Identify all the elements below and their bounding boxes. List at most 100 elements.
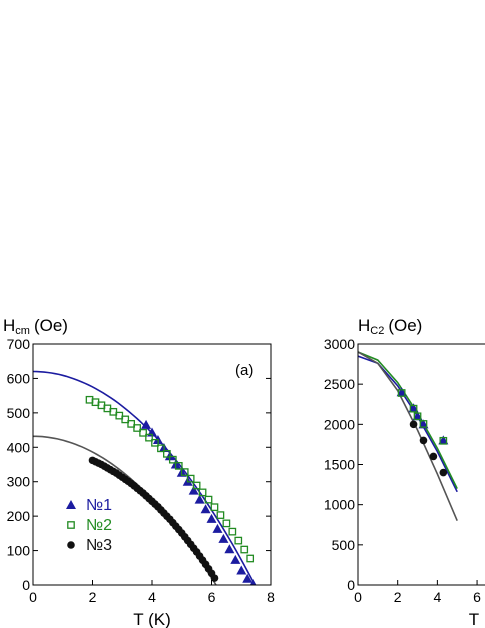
data-point: [396, 387, 407, 397]
chart-b-ylabel-main: H: [358, 316, 370, 335]
y-tick-label: 1500: [324, 457, 355, 473]
data-point: [409, 420, 418, 429]
y-tick-label: 100: [7, 543, 31, 559]
data-point: [397, 389, 406, 397]
fit-curve: [358, 351, 458, 522]
data-point: [151, 438, 159, 447]
y-tick-label: 3000: [324, 336, 355, 352]
data-point: [439, 468, 448, 477]
data-point: [242, 573, 253, 583]
x-tick-label: 0: [354, 589, 362, 605]
data-point: [210, 503, 219, 512]
data-point: [216, 511, 225, 519]
data-point: [409, 404, 418, 413]
y-tick-label: 400: [7, 439, 31, 455]
x-tick-label: 6: [473, 589, 481, 605]
data-point: [186, 474, 195, 483]
data-point: [210, 574, 219, 582]
data-point: [249, 578, 257, 585]
svg-text:HC2(Oe): HC2 (Oe): [358, 316, 422, 337]
legend-marker: [66, 500, 76, 509]
data-point: [180, 468, 189, 476]
y-tick-label: 500: [332, 537, 356, 553]
y-tick-label: 700: [7, 336, 31, 352]
chart-a-ylabel: Hcm (Oe): [3, 316, 68, 337]
legend-label: №3: [86, 537, 112, 554]
data-point: [240, 545, 249, 554]
y-tick-label: 1000: [324, 497, 355, 513]
data-point: [246, 554, 255, 563]
data-point: [198, 488, 207, 497]
data-point: [157, 444, 165, 453]
legend-label: №1: [86, 497, 112, 514]
data-point: [236, 565, 247, 575]
chart-b-ylabel-unit: (Oe): [388, 316, 422, 335]
data-point: [206, 513, 217, 523]
y-tick-label: 0: [347, 577, 355, 593]
data-point: [194, 494, 205, 504]
data-point: [141, 419, 152, 429]
data-point: [121, 415, 130, 424]
chart-a-panel-label: (a): [235, 362, 253, 379]
y-tick-label: 300: [7, 474, 31, 490]
y-tick-label: 2500: [324, 376, 355, 392]
chart-b-ylabel-sub: C2: [370, 325, 384, 337]
chart-a-ylabel-main: H: [3, 316, 15, 335]
data-point: [228, 527, 237, 536]
chart-panel-b: HC2 (Oe) 0 2 4 6 0 500 1000 1500 2000 2500 3000 T: [324, 316, 485, 628]
data-point: [413, 412, 422, 421]
data-point: [212, 523, 223, 533]
legend-label: №2: [86, 517, 112, 534]
y-tick-label: 600: [7, 370, 31, 386]
y-tick-label: 500: [7, 405, 31, 421]
data-point: [218, 533, 229, 543]
data-point: [224, 544, 235, 554]
data-point: [412, 411, 423, 421]
legend-marker: [67, 521, 75, 529]
data-point: [192, 481, 201, 490]
chart-a-ylabel-sub: cm: [15, 325, 30, 337]
data-point: [200, 504, 211, 514]
x-tick-label: 0: [29, 589, 37, 605]
chart-b-ylabel: HC2 (Oe): [358, 316, 422, 337]
x-tick-label: 4: [148, 589, 156, 605]
data-point: [127, 420, 136, 428]
x-tick-label: 8: [267, 589, 275, 605]
data-point: [168, 455, 177, 464]
data-point: [234, 536, 243, 545]
data-point: [204, 495, 213, 504]
chart-a-ylabel-unit: (Oe): [34, 316, 68, 335]
data-point: [145, 433, 153, 442]
fit-curve: [358, 351, 458, 489]
y-tick-label: 2000: [324, 416, 355, 432]
chart-b-frame: [357, 343, 485, 586]
fit-curve: [33, 435, 217, 585]
x-tick-label: 2: [394, 589, 402, 605]
fit-curve: [33, 370, 256, 585]
data-point: [230, 554, 241, 564]
data-point: [188, 485, 199, 495]
x-tick-label: 4: [433, 589, 441, 605]
data-point: [418, 419, 429, 429]
data-point: [174, 462, 183, 470]
data-point: [429, 452, 438, 461]
svg-text:Hcm(Oe): Hcm (Oe): [3, 316, 68, 337]
chart-a-legend: №1 №2 №3: [66, 497, 112, 554]
data-point: [163, 449, 171, 458]
data-point: [438, 435, 449, 445]
data-point: [408, 403, 419, 413]
x-tick-label: 2: [89, 589, 97, 605]
legend-marker: [67, 541, 75, 549]
data-point: [419, 436, 428, 445]
data-point: [419, 420, 428, 428]
x-tick-label: 6: [208, 589, 216, 605]
chart-b-xlabel: T: [469, 610, 479, 628]
data-point: [139, 428, 147, 437]
y-tick-label: 0: [22, 577, 30, 593]
data-point: [133, 424, 141, 432]
data-point: [222, 519, 231, 528]
y-tick-label: 200: [7, 508, 31, 524]
data-point: [439, 436, 448, 445]
